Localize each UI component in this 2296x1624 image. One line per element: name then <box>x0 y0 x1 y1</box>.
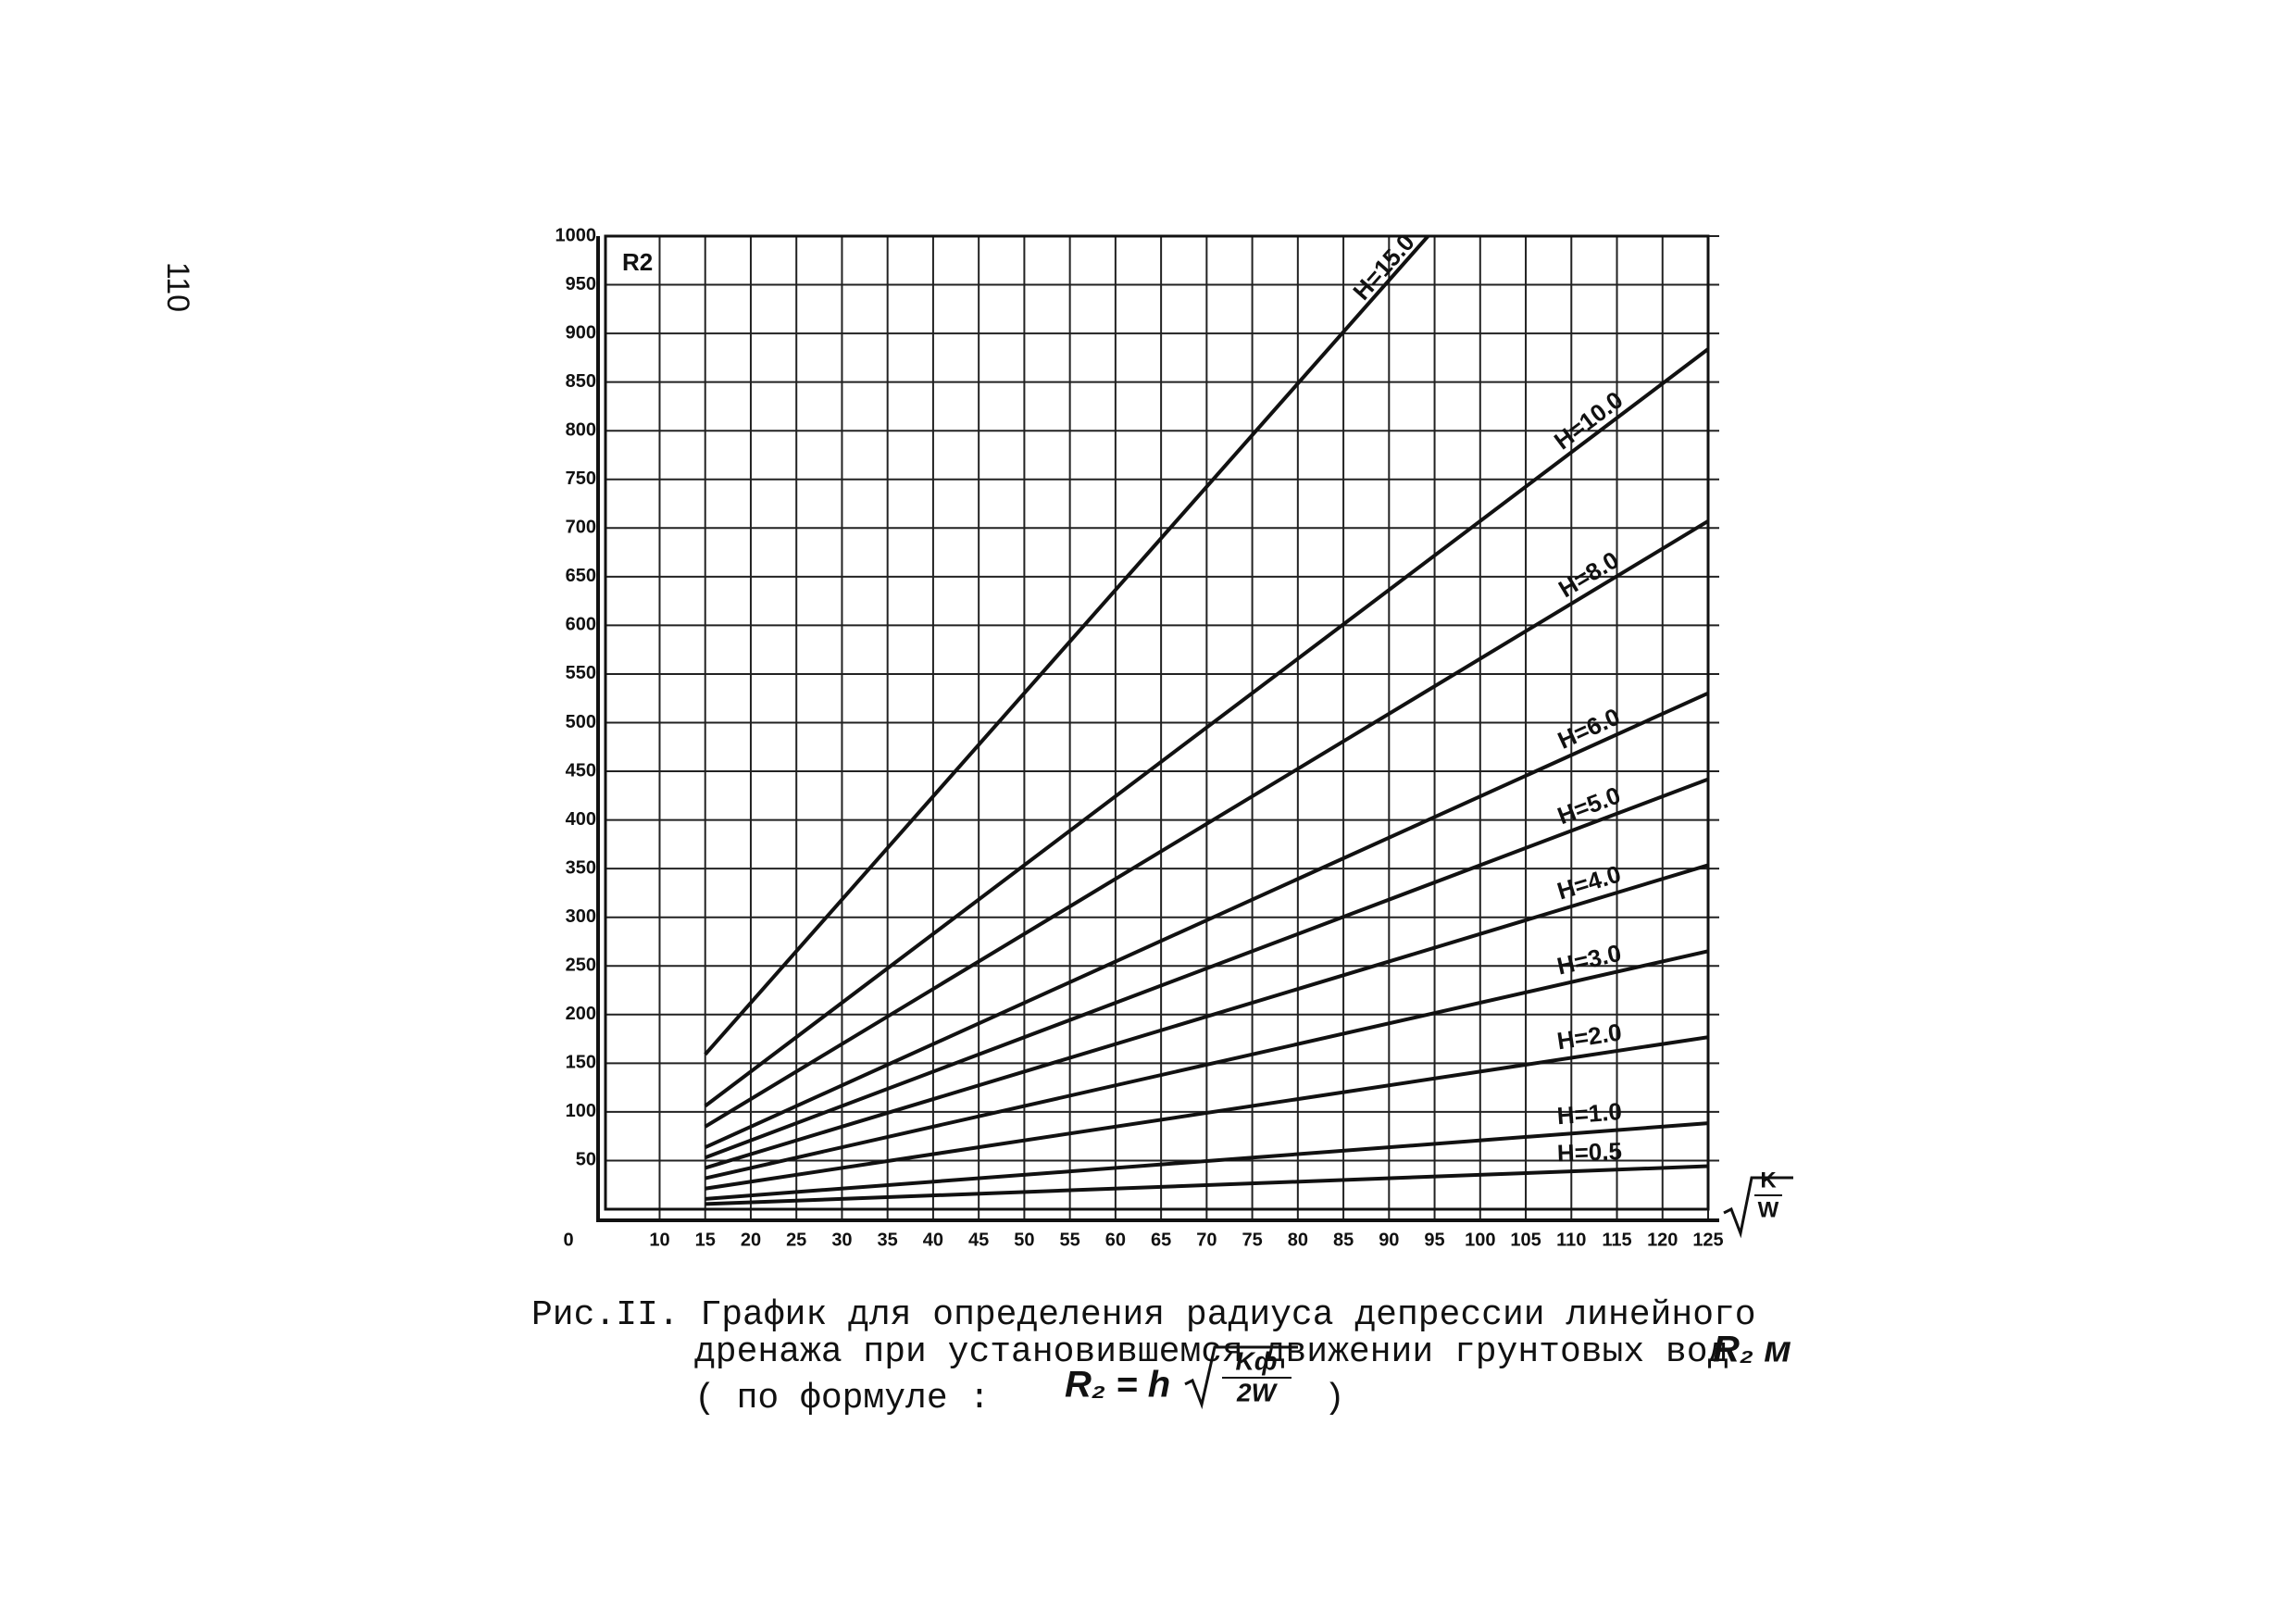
x-tick-label: 60 <box>1105 1230 1126 1250</box>
legend-label: H=4.0 <box>1554 859 1624 905</box>
data-line <box>705 777 1708 1160</box>
x-tick-label: 25 <box>786 1230 806 1250</box>
y-tick-label: 450 <box>566 760 596 781</box>
x-tick-label: 15 <box>695 1230 716 1250</box>
formula: R₂ = h <box>1065 1365 1170 1405</box>
x-tick-label: 20 <box>741 1230 761 1250</box>
caption-unit: R₂ м <box>1713 1330 1791 1370</box>
x-tick-label: 0 <box>563 1230 573 1250</box>
y-tick-label: 50 <box>576 1150 596 1170</box>
x-tick-label: 125 <box>1692 1230 1723 1250</box>
data-line <box>705 949 1708 1181</box>
x-tick-label: 50 <box>1014 1230 1034 1250</box>
y-tick-label: 150 <box>566 1053 596 1073</box>
y-tick-label: 700 <box>566 518 596 538</box>
y-tick-label: 550 <box>566 663 596 683</box>
page-number: 110 <box>160 262 195 312</box>
x-tick-label: 75 <box>1242 1230 1262 1250</box>
data-line <box>704 691 1708 1149</box>
y-tick-label: 250 <box>566 956 596 976</box>
y-tick-label: 200 <box>566 1004 596 1024</box>
x-tick-label: 110 <box>1556 1230 1586 1250</box>
x-tick-label: 65 <box>1151 1230 1171 1250</box>
data-line <box>704 347 1708 1108</box>
data-line <box>704 519 1708 1129</box>
legend-label: H=0.5 <box>1556 1137 1622 1168</box>
x-axis-label-num: K <box>1760 1168 1777 1193</box>
y-tick-label: 850 <box>566 371 596 392</box>
x-tick-label: 70 <box>1196 1230 1217 1250</box>
plot-lines <box>704 236 1708 1206</box>
sqrt-sign <box>1184 1345 1298 1410</box>
y-tick-label: 600 <box>566 615 596 635</box>
x-tick-label: 40 <box>923 1230 943 1250</box>
data-line <box>705 1121 1708 1201</box>
x-tick-label: 120 <box>1647 1230 1678 1250</box>
y-tick-label: 400 <box>566 809 596 830</box>
data-line <box>705 863 1708 1170</box>
legend-label: H=2.0 <box>1555 1018 1624 1055</box>
y-tick-label: 750 <box>566 468 596 489</box>
x-tick-label: 95 <box>1424 1230 1444 1250</box>
y-tick-label: 900 <box>566 322 596 343</box>
y-tick-label: 800 <box>566 419 596 440</box>
x-tick-label: 90 <box>1379 1230 1399 1250</box>
caption-close: ) <box>1324 1379 1345 1418</box>
y-axis-label: R2 <box>622 248 653 276</box>
x-tick-label: 45 <box>968 1230 989 1250</box>
x-tick-label: 105 <box>1510 1230 1541 1250</box>
y-tick-label: 500 <box>566 712 596 732</box>
x-tick-label: 55 <box>1060 1230 1080 1250</box>
x-tick-label: 80 <box>1288 1230 1308 1250</box>
caption-line: Рис.II. График для определения радиуса д… <box>531 1295 1756 1335</box>
formula-num: Kф <box>1236 1346 1278 1375</box>
formula-den: 2W <box>1236 1378 1279 1406</box>
plot-frame <box>604 234 1710 1211</box>
y-tick-label: 950 <box>566 274 596 294</box>
caption-line: ( по формуле : <box>694 1379 990 1418</box>
x-tick-label: 35 <box>878 1230 898 1250</box>
y-tick-label: 100 <box>566 1101 596 1121</box>
y-tick-label: 1000 <box>555 225 597 245</box>
y-tick-label: 300 <box>566 906 596 927</box>
sqrt-sign <box>1723 1176 1793 1239</box>
y-tick-label: 350 <box>566 857 596 878</box>
x-tick-label: 100 <box>1465 1230 1495 1250</box>
x-tick-label: 30 <box>831 1230 852 1250</box>
data-line <box>705 1035 1708 1191</box>
data-line <box>704 236 1431 1056</box>
y-tick-label: 650 <box>566 566 596 586</box>
x-tick-label: 10 <box>649 1230 669 1250</box>
legend-label: H=1.0 <box>1556 1097 1623 1130</box>
x-tick-label: 85 <box>1333 1230 1354 1250</box>
data-line <box>705 1164 1708 1206</box>
x-axis-label-den: W <box>1758 1197 1779 1222</box>
legend-label: H=15.0 <box>1347 229 1419 306</box>
x-tick-label: 115 <box>1602 1230 1631 1250</box>
